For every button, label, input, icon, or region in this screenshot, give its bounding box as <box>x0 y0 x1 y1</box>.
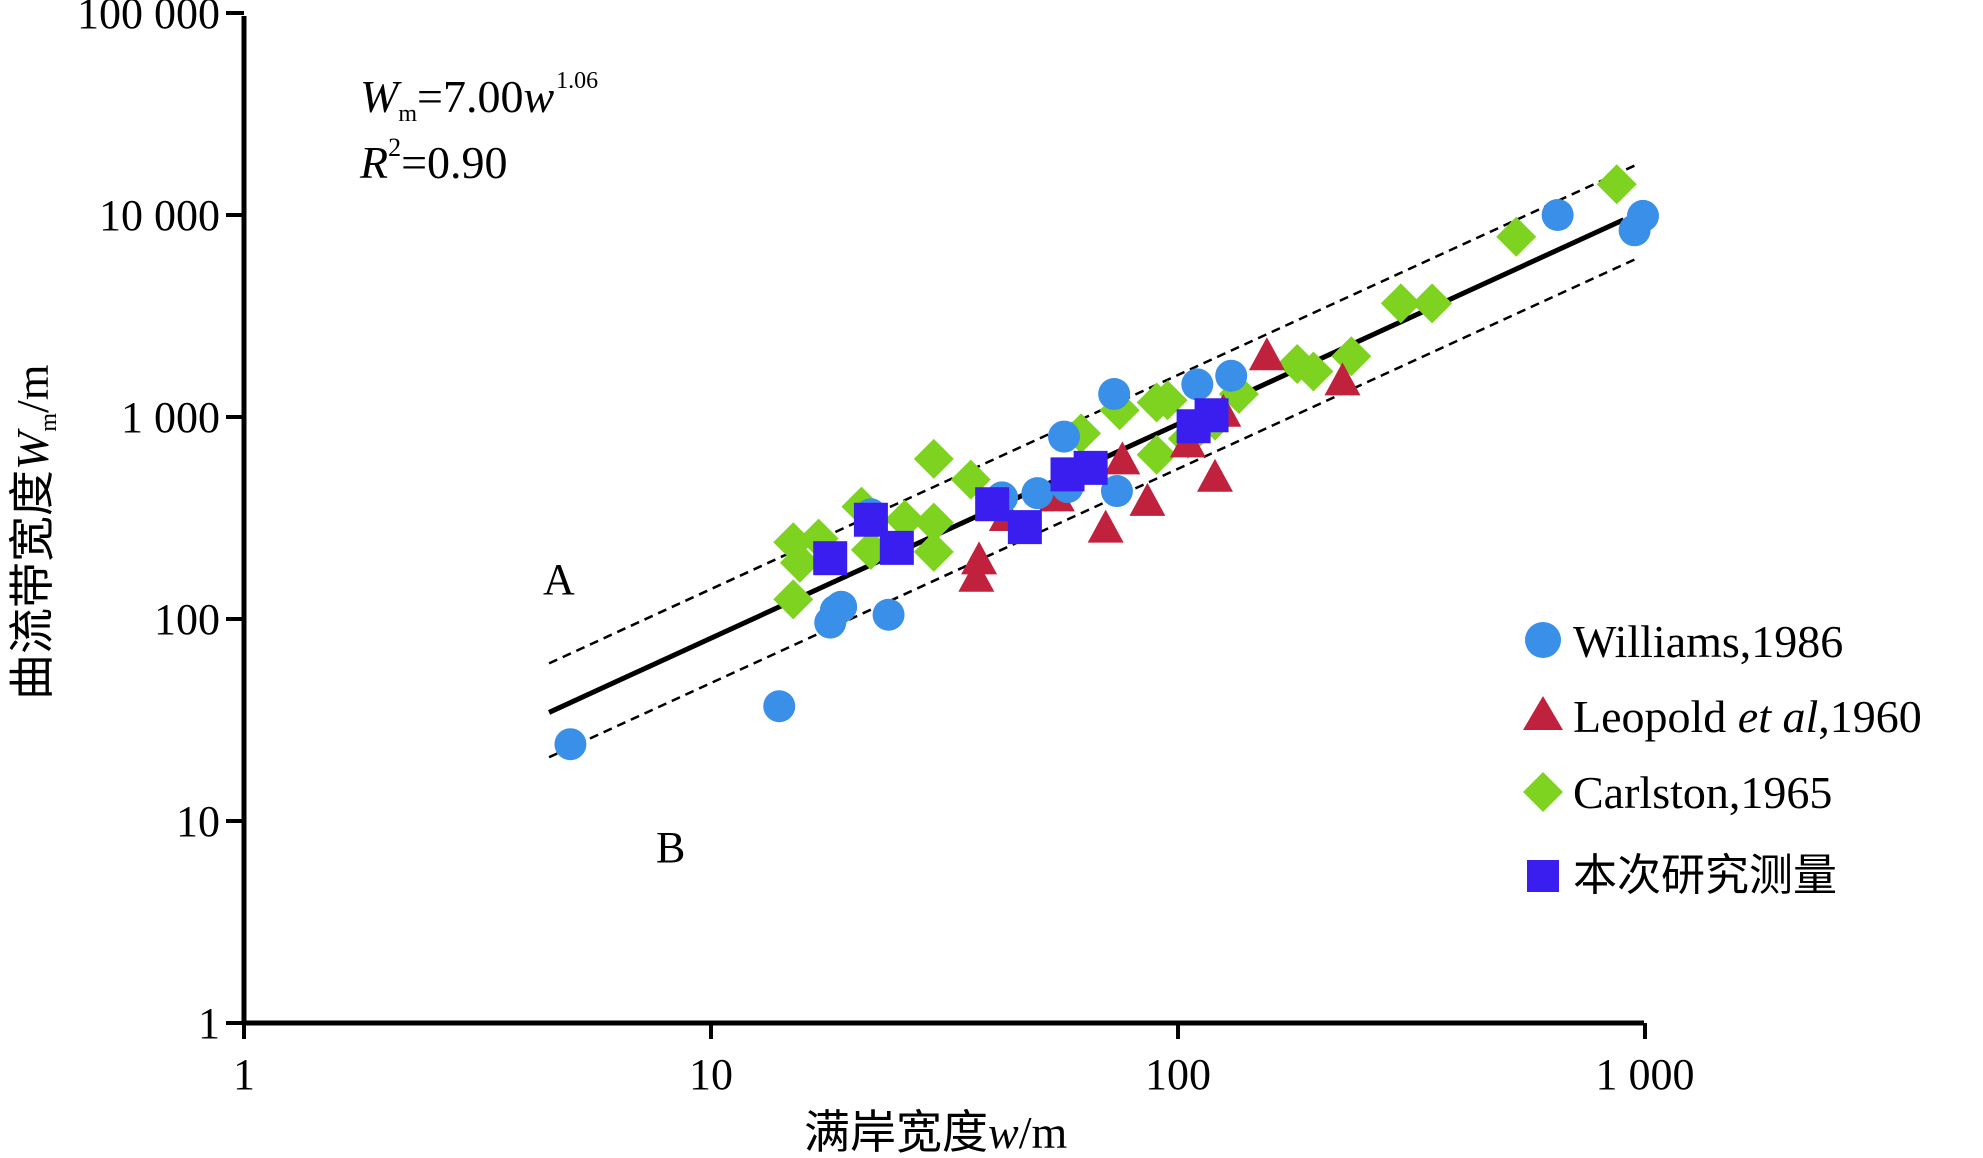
y-tick-label: 100 <box>154 595 220 644</box>
data-point-circle <box>1098 377 1131 410</box>
data-point-triangle <box>1104 441 1141 475</box>
series-triangle <box>958 337 1361 592</box>
data-point-diamond <box>773 522 814 563</box>
data-point-diamond <box>773 579 814 620</box>
data-point-diamond <box>913 438 954 479</box>
data-point-circle <box>825 590 858 623</box>
data-point-circle <box>763 690 796 723</box>
data-point-circle <box>1626 199 1659 232</box>
data-point-diamond <box>1293 351 1334 392</box>
data-point-square <box>1007 510 1042 545</box>
upper-confidence-line <box>548 164 1636 665</box>
data-point-circle <box>554 728 587 761</box>
legend-marker-leopold <box>1523 696 1563 730</box>
data-point-triangle <box>1324 362 1361 396</box>
x-tick-label: 1 000 <box>1596 1050 1695 1099</box>
r-squared-text: R2=0.90 <box>359 133 508 188</box>
y-tick-label: 1 000 <box>121 393 220 442</box>
region-label-a: A <box>543 555 575 604</box>
data-point-circle <box>1021 477 1054 510</box>
data-point-square <box>1073 450 1108 485</box>
legend-label-leopold: Leopold et al,1960 <box>1573 691 1922 742</box>
y-tick-label: 10 <box>176 797 220 846</box>
data-point-circle <box>1047 420 1080 453</box>
data-point-diamond <box>1596 164 1637 205</box>
x-tick-label: 100 <box>1145 1050 1211 1099</box>
data-point-circle <box>872 598 905 631</box>
data-point-diamond <box>913 502 954 543</box>
series-square <box>813 398 1229 576</box>
points-layer <box>554 164 1659 761</box>
data-point-triangle <box>1087 509 1124 543</box>
data-point-diamond <box>884 499 925 540</box>
legend-item-carlston: Carlston,1965 <box>1523 767 1832 818</box>
equation-annotation: Wm=7.00w1.06 R2=0.90 <box>359 68 598 188</box>
data-point-diamond <box>913 531 954 572</box>
legend-label-carlston: Carlston,1965 <box>1573 767 1832 818</box>
x-tick-label: 10 <box>689 1050 733 1099</box>
data-point-triangle <box>958 558 995 592</box>
legend-marker-williams <box>1525 622 1561 658</box>
data-point-square <box>1194 398 1229 433</box>
legend-item-this-study: 本次研究测量 <box>1527 850 1837 901</box>
data-point-circle <box>1541 199 1574 231</box>
data-point-square <box>813 541 848 576</box>
y-tick-label: 100 000 <box>77 0 220 38</box>
axes: 1 10 100 1 000 1 10 100 1 000 10 000 100 000 <box>77 0 1695 1099</box>
data-point-circle <box>1181 368 1214 401</box>
data-point-triangle <box>1196 458 1233 492</box>
region-label-b: B <box>656 823 685 872</box>
data-point-triangle <box>1248 337 1285 371</box>
data-point-circle <box>1215 359 1248 392</box>
data-point-square <box>879 530 914 565</box>
equation-text: Wm=7.00w1.06 <box>360 68 598 127</box>
legend-label-williams: Williams,1986 <box>1573 616 1843 667</box>
legend-item-williams: Williams,1986 <box>1525 616 1843 667</box>
legend: Williams,1986 Leopold et al,1960 Carlsto… <box>1523 616 1922 901</box>
lower-confidence-line <box>548 258 1636 759</box>
legend-label-this-study: 本次研究测量 <box>1573 850 1837 901</box>
x-tick-label: 1 <box>233 1050 255 1099</box>
legend-marker-carlston <box>1523 772 1563 812</box>
ticks: 1 10 100 1 000 1 10 100 1 000 10 000 100 000 <box>77 0 1695 1099</box>
data-point-triangle <box>1129 482 1166 516</box>
y-tick-label: 10 000 <box>99 191 220 240</box>
data-point-diamond <box>1380 283 1421 324</box>
y-tick-label: 1 <box>198 999 220 1048</box>
x-axis-title: 满岸宽度w/m <box>804 1105 1067 1158</box>
data-point-diamond <box>1136 434 1177 475</box>
data-point-diamond <box>1331 336 1372 377</box>
data-point-circle <box>1100 475 1133 508</box>
legend-item-leopold: Leopold et al,1960 <box>1523 691 1922 742</box>
data-point-diamond <box>1496 216 1537 257</box>
data-point-square <box>975 487 1010 522</box>
data-point-diamond <box>1412 283 1453 324</box>
y-axis-title: 曲流带宽度Wm/m <box>5 364 62 700</box>
legend-marker-this-study <box>1527 860 1559 892</box>
data-point-triangle <box>961 541 998 575</box>
